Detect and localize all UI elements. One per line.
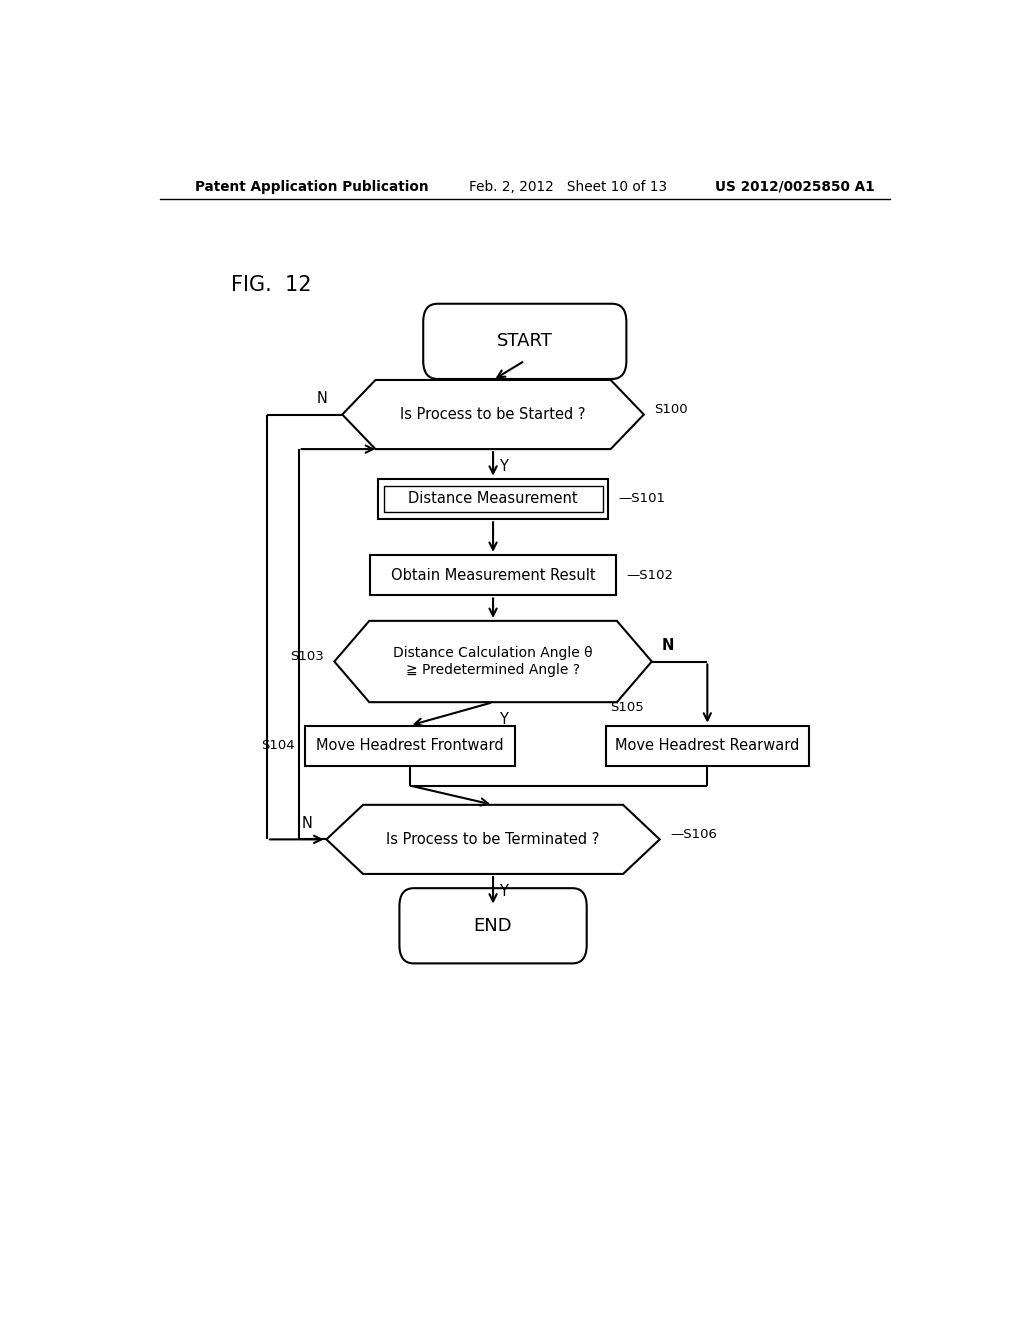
Text: Y: Y: [500, 884, 508, 899]
Text: N: N: [317, 392, 328, 407]
Text: —S106: —S106: [670, 828, 717, 841]
FancyBboxPatch shape: [423, 304, 627, 379]
Text: S103: S103: [290, 649, 324, 663]
Text: N: N: [662, 639, 674, 653]
Text: Is Process to be Started ?: Is Process to be Started ?: [400, 407, 586, 422]
Text: S100: S100: [654, 403, 688, 416]
Text: Obtain Measurement Result: Obtain Measurement Result: [391, 568, 595, 582]
Text: Feb. 2, 2012   Sheet 10 of 13: Feb. 2, 2012 Sheet 10 of 13: [469, 180, 668, 194]
Text: FIG.  12: FIG. 12: [231, 276, 311, 296]
Text: Patent Application Publication: Patent Application Publication: [196, 180, 429, 194]
Text: —S101: —S101: [618, 492, 666, 506]
Text: Y: Y: [500, 713, 508, 727]
Polygon shape: [327, 805, 659, 874]
Text: Move Headrest Rearward: Move Headrest Rearward: [615, 738, 800, 754]
FancyBboxPatch shape: [384, 486, 602, 512]
Text: N: N: [301, 816, 312, 832]
Polygon shape: [342, 380, 644, 449]
Text: —S102: —S102: [627, 569, 674, 582]
FancyBboxPatch shape: [606, 726, 809, 766]
Text: S104: S104: [261, 739, 294, 752]
Text: Y: Y: [500, 459, 508, 474]
FancyBboxPatch shape: [399, 888, 587, 964]
Text: S105: S105: [610, 701, 644, 714]
Text: Is Process to be Terminated ?: Is Process to be Terminated ?: [386, 832, 600, 847]
Text: START: START: [497, 333, 553, 350]
FancyBboxPatch shape: [370, 554, 616, 595]
FancyBboxPatch shape: [378, 479, 608, 519]
Text: Distance Calculation Angle θ
≧ Predetermined Angle ?: Distance Calculation Angle θ ≧ Predeterm…: [393, 647, 593, 677]
Text: Move Headrest Frontward: Move Headrest Frontward: [316, 738, 504, 754]
Text: Distance Measurement: Distance Measurement: [409, 491, 578, 507]
Text: US 2012/0025850 A1: US 2012/0025850 A1: [715, 180, 876, 194]
FancyBboxPatch shape: [304, 726, 515, 766]
Polygon shape: [334, 620, 652, 702]
Text: END: END: [474, 917, 512, 935]
